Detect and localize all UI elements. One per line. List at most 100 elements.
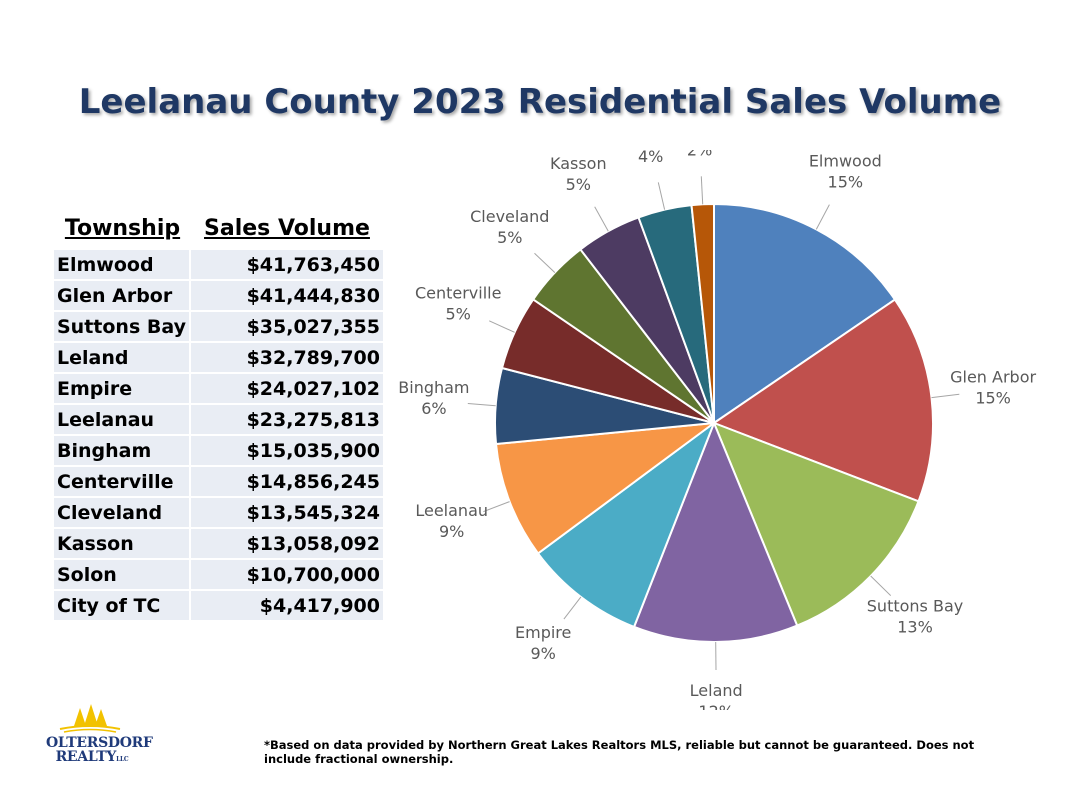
pie-label-glen-arbor: Glen Arbor 15% (950, 367, 1036, 407)
pie-label-name: Leelanau (415, 501, 488, 520)
table-row: Empire $24,027,102 (54, 374, 383, 403)
pie-label-name: Suttons Bay (867, 596, 963, 615)
logo-line-2: REALTYLLC (46, 750, 138, 767)
oltersdorf-logo (59, 704, 121, 733)
pie-label-name: Bingham (398, 378, 469, 397)
pie-label-leelanau: Leelanau 9% (415, 501, 488, 541)
pie-label-percent: 9% (439, 522, 464, 541)
pine-trees-icon (59, 704, 121, 733)
pie-label-name: Elmwood (809, 152, 882, 171)
township-column-header: Township (54, 212, 191, 248)
table-header-row: Township Sales Volume (54, 212, 383, 248)
pie-label-cleveland: Cleveland 5% (470, 207, 549, 247)
table-row: Glen Arbor $41,444,830 (54, 281, 383, 310)
township-cell: Solon (54, 560, 191, 589)
township-cell: Leland (54, 343, 191, 372)
logo-wordmark: OLTERSDORF REALTYLLC (46, 735, 153, 767)
pie-slice-leland (632, 420, 799, 643)
pie-label-kasson: Kasson 5% (550, 154, 607, 194)
leader-line (467, 403, 496, 407)
pie-label-percent: 12% (698, 702, 734, 710)
table-row: Leland $32,789,700 (54, 343, 383, 372)
township-cell: Empire (54, 374, 191, 403)
pie-label-percent: 9% (531, 644, 556, 663)
township-cell: Suttons Bay (54, 312, 191, 341)
sales-volume-cell: $14,856,245 (190, 467, 383, 496)
township-cell: Centerville (54, 467, 191, 496)
sales-volume-cell: $32,789,700 (190, 343, 383, 372)
sales-volume-cell: $24,027,102 (190, 374, 383, 403)
leader-line (483, 501, 510, 513)
pie-chart: Elmwood 15% Glen Arbor 15% Suttons Bay 13% Lel… (398, 150, 1036, 710)
pie-label-solon: Solon4% (629, 150, 673, 166)
pie-label-percent: 13% (897, 617, 933, 636)
sales-volume-cell: $10,700,000 (190, 560, 383, 589)
sales-volume-cell: $41,444,830 (190, 281, 383, 310)
pie-label-percent: 4% (638, 150, 663, 166)
sales-volume-column-header: Sales Volume (190, 212, 383, 248)
page-title: Leelanau County 2023 Residential Sales V… (78, 82, 1002, 122)
pie-label-percent: 15% (828, 173, 864, 192)
table-row: Elmwood $41,763,450 (54, 250, 383, 279)
table-row: Solon $10,700,000 (54, 560, 383, 589)
pie-label-percent: 15% (975, 388, 1011, 407)
leader-line (563, 596, 582, 620)
township-cell: City of TC (54, 591, 191, 620)
pie-label-name: Glen Arbor (950, 367, 1036, 386)
township-cell: Bingham (54, 436, 191, 465)
pie-label-name: Cleveland (470, 207, 549, 226)
sales-volume-table: Township Sales Volume Elmwood $41,763,450… (54, 210, 383, 622)
table-row: Leelanau $23,275,813 (54, 405, 383, 434)
pie-leader-lines (467, 176, 960, 671)
sales-volume-cell: $13,058,092 (190, 529, 383, 558)
township-cell: Leelanau (54, 405, 191, 434)
logo-realty: REALTY (55, 749, 117, 765)
pie-label-percent: 6% (421, 399, 446, 418)
pie-labels: Elmwood 15% Glen Arbor 15% Suttons Bay 13% Lel… (398, 150, 1036, 710)
leader-line (700, 176, 704, 205)
pie-label-name: Centerville (415, 284, 502, 303)
sales-volume-cell: $4,417,900 (190, 591, 383, 620)
pie-slices (494, 202, 934, 643)
pie-label-percent: 2% (687, 150, 712, 159)
pie-label-percent: 5% (446, 305, 471, 324)
table-row: Cleveland $13,545,324 (54, 498, 383, 527)
pie-label-elmwood: Elmwood 15% (809, 152, 882, 192)
pie-label-bingham: Bingham 6% (398, 378, 469, 418)
sales-volume-cell: $35,027,355 (190, 312, 383, 341)
township-cell: Cleveland (54, 498, 191, 527)
table-row: Suttons Bay $35,027,355 (54, 312, 383, 341)
pie-label-suttons-bay: Suttons Bay 13% (867, 596, 963, 636)
sales-volume-cell: $15,035,900 (190, 436, 383, 465)
pie-label-percent: 5% (566, 175, 591, 194)
sales-volume-cell: $13,545,324 (190, 498, 383, 527)
township-cell: Glen Arbor (54, 281, 191, 310)
leader-line (488, 320, 515, 333)
township-cell: Kasson (54, 529, 191, 558)
table-row: City of TC $4,417,900 (54, 591, 383, 620)
pie-label-percent: 5% (497, 228, 522, 247)
pie-label-name: Empire (515, 623, 571, 642)
leader-line (594, 206, 609, 232)
logo-line-1: OLTERSDORF (46, 735, 153, 751)
sales-volume-cell: $23,275,813 (190, 405, 383, 434)
pie-label-leland: Leland 12% (690, 681, 743, 710)
pie-label-city-of-tc: City of TC2% (661, 150, 738, 159)
footnote: *Based on data provided by Northern Grea… (264, 738, 975, 766)
table-row: Bingham $15,035,900 (54, 436, 383, 465)
leader-line (657, 182, 666, 210)
table-row: Centerville $14,856,245 (54, 467, 383, 496)
township-cell: Elmwood (54, 250, 191, 279)
pie-label-name: Leland (690, 681, 743, 700)
pie-slice-suttons-bay (712, 421, 920, 627)
leader-line (931, 393, 960, 399)
logo-llc: LLC (116, 756, 129, 763)
table-row: Kasson $13,058,092 (54, 529, 383, 558)
pie-label-empire: Empire 9% (515, 623, 571, 663)
leader-line (534, 252, 556, 273)
leader-line (870, 575, 892, 596)
leader-line (815, 204, 830, 230)
sales-volume-cell: $41,763,450 (190, 250, 383, 279)
pie-label-name: Kasson (550, 154, 607, 173)
pie-label-centerville: Centerville 5% (415, 284, 502, 324)
